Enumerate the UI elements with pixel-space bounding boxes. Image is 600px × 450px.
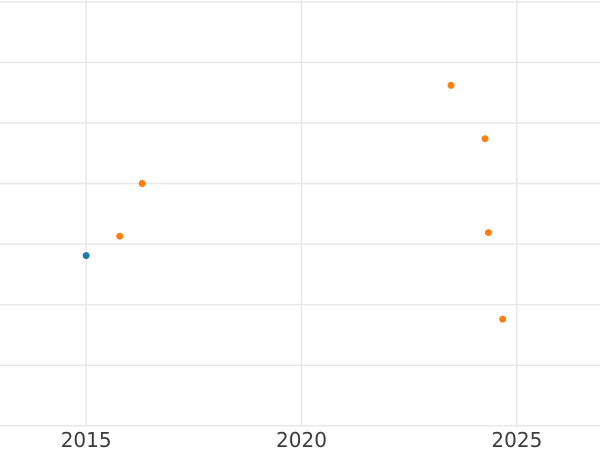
data-point-orange [447,81,455,89]
data-point-orange [499,315,507,323]
x-tick-label: 2020 [276,428,327,450]
data-point-blue [82,252,90,260]
data-point-orange [116,232,124,240]
x-tick-label: 2015 [61,428,112,450]
data-point-orange [481,135,489,143]
x-tick-label: 2025 [491,428,542,450]
data-point-orange [138,180,146,188]
data-point-orange [484,229,492,237]
